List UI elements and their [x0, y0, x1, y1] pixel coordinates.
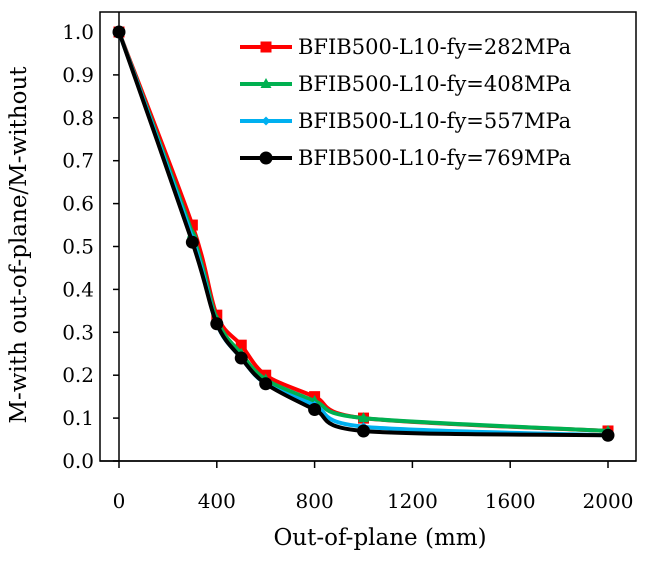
legend-marker	[260, 41, 272, 53]
x-tick-label: 2000	[583, 489, 634, 513]
data-point	[259, 377, 273, 391]
series-line	[117, 31, 609, 438]
y-tick-label: 0.5	[62, 235, 94, 259]
legend-entry: BFIB500-L10-fy=557MPa	[240, 109, 571, 133]
x-tick-label: 800	[296, 489, 334, 513]
legend-entry: BFIB500-L10-fy=282MPa	[240, 35, 571, 59]
y-tick-label: 0.2	[62, 363, 94, 387]
data-point	[235, 339, 247, 351]
x-tick-label: 400	[198, 489, 236, 513]
data-point	[234, 351, 248, 365]
legend-label: BFIB500-L10-fy=769MPa	[298, 146, 571, 170]
legend-marker	[260, 78, 272, 88]
data-point	[185, 235, 199, 249]
series-layer	[112, 25, 615, 442]
x-tick-label: 0	[113, 489, 126, 513]
legend-label: BFIB500-L10-fy=408MPa	[298, 72, 571, 96]
legend: BFIB500-L10-fy=282MPa BFIB500-L10-fy=408M…	[240, 35, 571, 170]
data-point	[308, 403, 322, 417]
data-point	[601, 428, 615, 442]
data-point	[112, 25, 126, 39]
y-tick-label: 0.4	[62, 277, 94, 301]
y-tick-label: 1.0	[62, 20, 94, 44]
y-tick-label: 0.0	[62, 449, 94, 473]
data-point	[358, 412, 369, 423]
y-tick-label: 0.9	[62, 63, 94, 87]
y-tick-label: 0.8	[62, 106, 94, 130]
x-axis-title: Out-of-plane (mm)	[273, 525, 486, 551]
y-tick-label: 0.6	[62, 192, 94, 216]
data-point	[357, 424, 370, 438]
y-tick-label: 0.1	[62, 406, 94, 430]
legend-label: BFIB500-L10-fy=557MPa	[298, 109, 571, 133]
legend-label: BFIB500-L10-fy=282MPa	[298, 35, 571, 59]
legend-marker	[259, 151, 273, 165]
legend-entry: BFIB500-L10-fy=769MPa	[240, 146, 571, 170]
legend-marker	[261, 116, 271, 126]
data-point	[210, 317, 224, 331]
legend-entry: BFIB500-L10-fy=408MPa	[240, 72, 571, 96]
y-axis-title: M-with out-of-plane/M-without	[6, 66, 32, 424]
y-tick-label: 0.7	[62, 149, 94, 173]
data-point	[186, 219, 198, 231]
x-tick-label: 1200	[387, 489, 438, 513]
series-4	[112, 25, 615, 442]
y-tick-label: 0.3	[62, 320, 94, 344]
x-tick-label: 1600	[485, 489, 536, 513]
axes: 0.0 0.1 0.2 0.3 0.4 0.5 0.6 0.7 0.8 0.9 1.0 0 400 800…	[62, 11, 637, 513]
